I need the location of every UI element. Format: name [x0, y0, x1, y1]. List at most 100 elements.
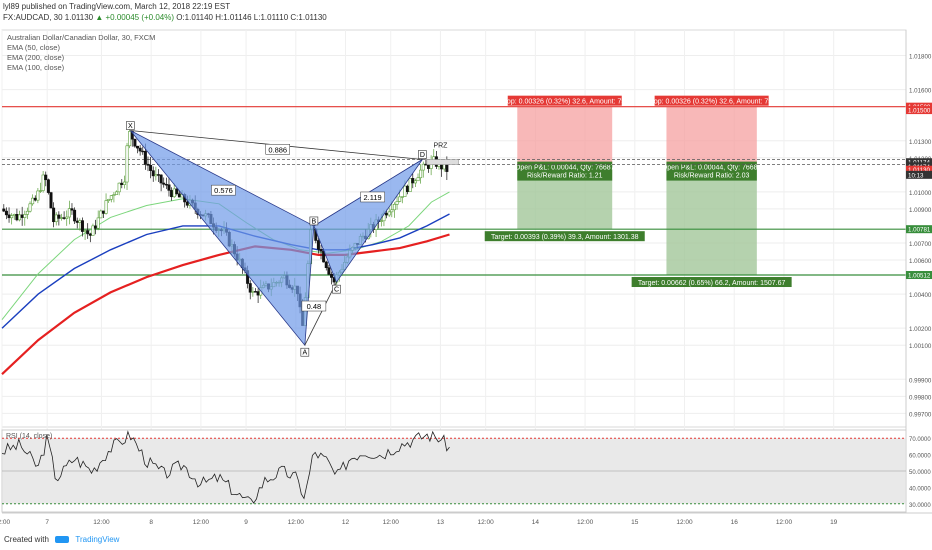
candle-body	[41, 174, 45, 191]
price-tick-label: 1.00200	[909, 326, 932, 333]
ema200-legend[interactable]: EMA (200, close)	[7, 53, 65, 62]
candle-body	[44, 174, 48, 181]
price-tag-bg	[906, 165, 932, 174]
ratio-label: 0.886	[268, 145, 287, 154]
candle-body	[75, 220, 79, 223]
price-tick-label: 1.01600	[909, 88, 932, 95]
pivot-box-D	[418, 150, 427, 159]
candle-body	[170, 190, 174, 198]
tradingview-brand[interactable]: TradingView	[75, 535, 120, 544]
prz-box	[426, 159, 459, 165]
candle-body	[248, 283, 252, 293]
candle-body	[256, 291, 260, 296]
candle-body	[406, 185, 410, 192]
time-axis: 12:00 7 12:00 8 12:00 9 12:00 12 12:00 13 12:00 14 1…	[0, 512, 932, 526]
candle-body	[251, 291, 255, 293]
candle-body	[96, 217, 100, 229]
candle-body	[33, 197, 37, 201]
time-tick-label: 12:00	[676, 519, 693, 526]
candle-body	[427, 164, 431, 169]
price-tick-label: 0.99700	[909, 411, 932, 418]
rsi-line	[1, 430, 450, 504]
candle-body	[7, 214, 11, 219]
footer-credit: Created with TradingView	[4, 535, 119, 544]
candle-body	[67, 208, 71, 218]
time-tick-label: 7	[45, 519, 49, 526]
candle-body	[99, 210, 103, 219]
time-tick-label: 12:00	[193, 519, 210, 526]
candle-body	[31, 197, 35, 205]
trade-positions: Stop: 0.00326 (0.32%) 32.6, Amount: 750 O…	[484, 95, 792, 288]
candle-body	[20, 214, 24, 218]
candle-body	[101, 210, 105, 214]
ratio-box	[360, 191, 385, 203]
candle-body	[15, 214, 19, 221]
candle-body	[91, 225, 95, 236]
candle-body	[151, 170, 155, 177]
candle-body	[107, 198, 111, 201]
ratio-label: 0.576	[214, 186, 233, 195]
candle-body	[70, 208, 74, 211]
time-tick-label: 12:00	[577, 519, 594, 526]
candle-body	[421, 163, 425, 171]
price-tag-bg	[906, 158, 932, 167]
candle-body	[83, 230, 87, 232]
candle-body	[23, 214, 27, 218]
rsi-panel: RSI (14, close) 70.0000 60.0000 50.0000 40.0…	[1, 429, 931, 513]
pivot-label-X: X	[128, 123, 133, 130]
candle-body	[416, 177, 420, 182]
target-label: Target: 0.00662 (0.65%) 66.2, Amount: 15…	[638, 280, 786, 287]
candle-body	[395, 201, 399, 205]
time-tick-label: 12:00	[288, 519, 305, 526]
pnl-box	[517, 161, 613, 181]
candle-body	[122, 181, 126, 186]
stop-label: Stop: 0.00326 (0.32%) 32.6, Amount: 750	[647, 99, 776, 106]
candle-body	[65, 216, 69, 219]
candle-body	[25, 210, 29, 215]
ratio-label: 0.48	[307, 302, 322, 311]
time-tick-label: 12:00	[776, 519, 793, 526]
candle-body	[80, 220, 84, 232]
stop-zone	[517, 106, 613, 165]
candle-body	[253, 291, 257, 293]
pivot-label-B: B	[312, 218, 317, 225]
risk-reward-label: Risk/Reward Ratio: 1.21	[527, 173, 603, 180]
candle-body	[109, 195, 113, 200]
candle-body	[115, 191, 119, 195]
candle-body	[141, 150, 145, 153]
price-tag-bg	[906, 271, 932, 280]
ema50-legend[interactable]: EMA (50, close)	[7, 43, 60, 52]
candle-body	[143, 150, 147, 165]
pivot-label-C: C	[334, 287, 339, 294]
candle-body	[128, 131, 132, 147]
stop-label-box	[654, 95, 769, 106]
price-tick-label: 1.00700	[909, 241, 932, 248]
ema100-legend[interactable]: EMA (100, close)	[7, 63, 65, 72]
harmonic-pattern: X A B C D 0.886 0.576 2.119 0.48 PRZ	[126, 121, 459, 357]
stop-zone	[666, 106, 757, 165]
time-tick-label: 12:00	[383, 519, 400, 526]
candle-body	[2, 208, 6, 212]
candle-body	[172, 188, 176, 198]
time-tick-label: 12:00	[93, 519, 110, 526]
price-tag-bg	[906, 225, 932, 234]
candle-body	[78, 220, 82, 223]
candle-body	[88, 233, 92, 236]
candle-body	[154, 174, 158, 177]
candle-body	[18, 214, 22, 221]
time-tick-label: 8	[149, 519, 153, 526]
candle-body	[185, 201, 189, 206]
candle-body	[104, 200, 108, 214]
target-label: Target: 0.00393 (0.39%) 39.3, Amount: 13…	[491, 234, 639, 241]
ohlc-values: O:1.01140 H:1.01146 L:1.01110 C:1.01130	[176, 13, 327, 22]
price-tick-label: 1.00400	[909, 292, 932, 299]
symbol-price: FX:AUDCAD, 30 1.01130	[3, 13, 94, 22]
rsi-tick-label: 50.0000	[909, 470, 931, 476]
candle-body	[62, 217, 66, 219]
candle-body	[57, 214, 61, 219]
candle-body	[159, 174, 163, 184]
target-label-box	[631, 277, 792, 288]
candle-body	[59, 217, 63, 219]
time-tick-label: 12:00	[0, 519, 11, 526]
candle-body	[86, 230, 90, 235]
